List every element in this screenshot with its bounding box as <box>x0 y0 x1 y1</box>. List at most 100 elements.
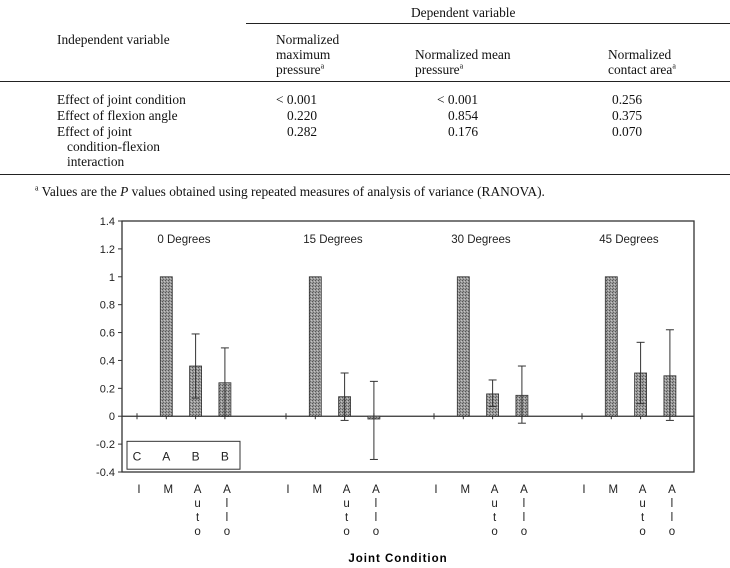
row-label: Effect of joint condition-flexion intera… <box>57 124 160 169</box>
header-divider <box>246 23 730 24</box>
x-category-letter: l <box>671 512 674 524</box>
x-category-letter: I <box>286 484 289 496</box>
cell-area: 0.256 <box>612 92 643 107</box>
header-line: pressurea <box>276 61 325 77</box>
row-label: Effect of joint condition <box>57 92 186 107</box>
cell-max: 0.282 <box>287 124 318 139</box>
cell-area: 0.375 <box>612 108 643 123</box>
x-category-letter: t <box>196 512 200 524</box>
header-line: Normalized <box>608 47 672 62</box>
significance-frame <box>126 440 241 470</box>
group-labels: 0 Degrees 15 Degrees 30 Degrees 45 Degrees <box>157 234 659 246</box>
x-category-letter: I <box>582 484 585 496</box>
y-tick-label: 0.8 <box>100 300 115 312</box>
cell-mean: 0.854 <box>448 108 479 123</box>
x-category-letter: o <box>669 526 675 538</box>
bar <box>308 276 322 417</box>
header-line: maximum <box>276 47 331 62</box>
row-label-line: interaction <box>67 154 125 169</box>
column-header-max-pressure: Normalized maximum pressurea <box>276 32 339 77</box>
cell-area: 0.070 <box>612 124 643 139</box>
x-axis-title: Joint Condition <box>348 553 447 565</box>
y-tick-label: -0.4 <box>96 467 115 479</box>
x-category-letter: u <box>343 498 349 510</box>
cell-max: < 0.001 <box>276 92 318 107</box>
table-footnote: a Values are the P values obtained using… <box>35 183 545 199</box>
group-label: 0 Degrees <box>157 234 210 246</box>
column-header-contact-area: Normalized contact areaa <box>608 47 676 77</box>
y-tick-label: 1 <box>109 272 115 284</box>
x-category-letter: l <box>226 512 229 524</box>
x-category-letter: o <box>373 526 379 538</box>
x-category-letter: I <box>434 484 437 496</box>
x-category-letter: l <box>375 512 378 524</box>
significance-letter: C <box>133 449 142 463</box>
x-category-letter: t <box>493 512 497 524</box>
x-category-letter: l <box>375 498 378 510</box>
pressure-bar-chart: 1.4 1.2 1 0.8 0.6 0.4 0.2 0 -0.2 -0.4 0 Degrees 15… <box>96 216 695 565</box>
x-category-letter: o <box>639 526 645 538</box>
x-category-letter: A <box>194 484 202 496</box>
y-tick-label: -0.2 <box>96 439 115 451</box>
x-category-letter: M <box>313 484 323 496</box>
y-tick-label: 0.4 <box>100 355 115 367</box>
x-category-letter: A <box>668 484 676 496</box>
cell-mean: < 0.001 <box>437 92 479 107</box>
bar <box>456 276 470 417</box>
x-category-letter: A <box>372 484 380 496</box>
cell-max: 0.220 <box>287 108 318 123</box>
significance-letter: A <box>162 449 170 463</box>
significance-letter: B <box>192 449 200 463</box>
x-category-letter: A <box>491 484 499 496</box>
header-line: Normalized mean <box>415 47 511 62</box>
x-category-letter: A <box>223 484 231 496</box>
header-line: pressurea <box>415 61 464 77</box>
x-category-letter: t <box>345 512 349 524</box>
x-category-letter: o <box>491 526 497 538</box>
x-category-letter: u <box>491 498 497 510</box>
x-category-letter: M <box>164 484 174 496</box>
group-label: 15 Degrees <box>303 234 363 246</box>
plot-frame <box>121 220 695 473</box>
y-tick-label: 0 <box>109 411 115 423</box>
independent-variable-header: Independent variable <box>57 32 170 47</box>
x-category-letter: A <box>343 484 351 496</box>
row-label-line: Effect of joint <box>57 124 132 139</box>
x-category-letter: l <box>523 498 526 510</box>
x-category-letter: l <box>226 498 229 510</box>
significance-letter: B <box>221 449 229 463</box>
row-label: Effect of flexion angle <box>57 108 178 123</box>
y-axis: 1.4 1.2 1 0.8 0.6 0.4 0.2 0 -0.2 -0.4 <box>96 216 122 479</box>
y-tick-label: 1.2 <box>100 244 115 256</box>
x-category-letter: o <box>224 526 230 538</box>
x-category-letter: I <box>137 484 140 496</box>
x-category-letter: t <box>641 512 645 524</box>
y-tick-label: 0.6 <box>100 328 115 340</box>
x-category-letter: l <box>671 498 674 510</box>
table-top-rule <box>0 81 730 82</box>
y-tick-label: 1.4 <box>100 216 115 228</box>
bar-series <box>136 276 677 420</box>
group-label: 30 Degrees <box>451 234 511 246</box>
error-bars <box>191 329 674 460</box>
x-category-letter: o <box>194 526 200 538</box>
dependent-variable-header: Dependent variable <box>411 5 516 20</box>
bar <box>604 276 618 417</box>
bar <box>159 276 173 417</box>
x-category-letter: A <box>639 484 647 496</box>
x-category-letter: M <box>609 484 619 496</box>
table-bottom-rule <box>0 174 730 175</box>
x-category-letter: o <box>343 526 349 538</box>
group-label: 45 Degrees <box>599 234 659 246</box>
y-tick-label: 0.2 <box>100 383 115 395</box>
x-category-letter: l <box>523 512 526 524</box>
row-label-line: condition-flexion <box>67 139 160 154</box>
x-category-letter: M <box>461 484 471 496</box>
x-category-letter: u <box>639 498 645 510</box>
x-category-letter: A <box>520 484 528 496</box>
x-category-letter: o <box>521 526 527 538</box>
column-header-mean-pressure: Normalized mean pressurea <box>415 47 511 77</box>
header-line: Normalized <box>276 32 340 47</box>
